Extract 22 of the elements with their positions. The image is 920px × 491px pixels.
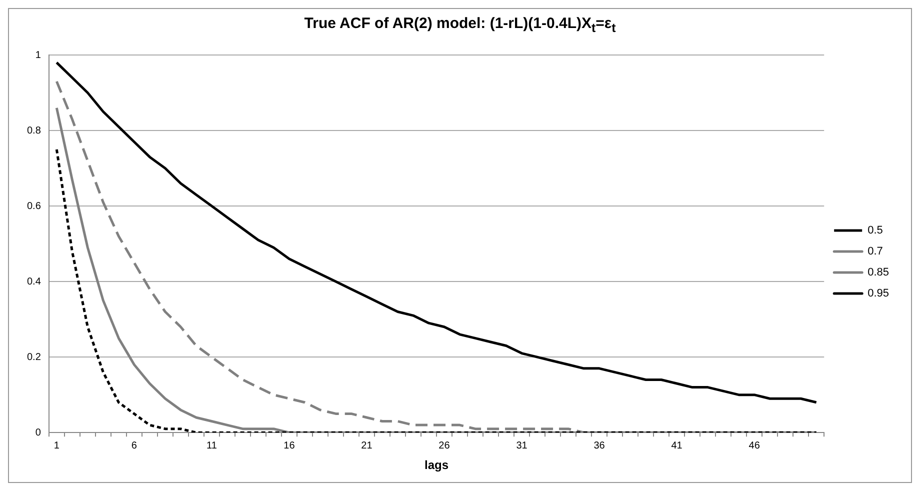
x-tick-label: 31 <box>516 440 528 452</box>
x-tick-label: 1 <box>54 440 60 452</box>
y-tick-label: 0.8 <box>26 125 42 136</box>
x-tick-label: 46 <box>748 440 760 452</box>
y-tick-label: 0.4 <box>26 276 42 288</box>
y-tick-label: 0.6 <box>26 200 42 212</box>
x-tick-label: 21 <box>361 440 373 452</box>
chart-title: True ACF of AR(2) model: (1-rL)(1-0.4L)X$_{t}$=ε$_{t}$ <box>303 14 617 37</box>
x-tick-label: 6 <box>131 440 138 452</box>
legend-label: 0.95 <box>868 288 890 300</box>
y-tick-label: 0 <box>35 427 42 438</box>
x-tick-label: 11 <box>206 440 218 452</box>
x-tick-label: 41 <box>671 440 683 452</box>
x-axis-title: lags <box>424 458 449 472</box>
y-tick-label: 1 <box>35 50 42 61</box>
legend-label: 0.7 <box>868 246 883 258</box>
x-tick-label: 26 <box>438 440 450 452</box>
legend-label: 0.5 <box>868 224 883 237</box>
x-tick-label: 16 <box>284 440 296 452</box>
y-tick-label: 0.2 <box>26 352 42 363</box>
legend-label: 0.85 <box>868 266 890 279</box>
x-tick-label: 36 <box>594 440 606 452</box>
